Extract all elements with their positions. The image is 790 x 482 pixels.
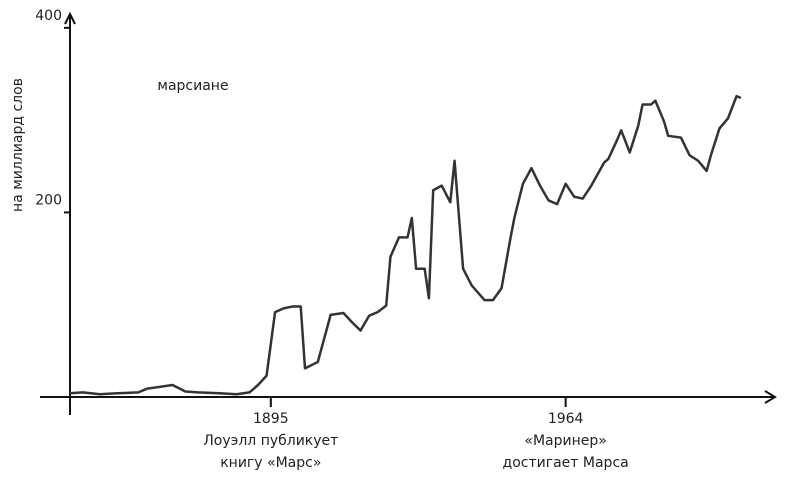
annotation: Лоуэлл публикует	[203, 433, 338, 449]
x-axis	[40, 390, 777, 404]
y-tick-label: 200	[35, 192, 62, 208]
y-axis	[64, 11, 76, 415]
annotation: книгу «Марс»	[220, 455, 321, 471]
series-label: марсиане	[157, 78, 228, 94]
annotation: достигает Марса	[503, 455, 629, 471]
x-tick-label: 1895	[253, 411, 289, 427]
series-line	[69, 94, 742, 396]
x-tick-label: 1964	[548, 411, 584, 427]
y-tick-label: 400	[35, 8, 62, 24]
y-axis-label: на миллиард слов	[10, 78, 26, 212]
annotation: «Маринер»	[524, 433, 606, 449]
